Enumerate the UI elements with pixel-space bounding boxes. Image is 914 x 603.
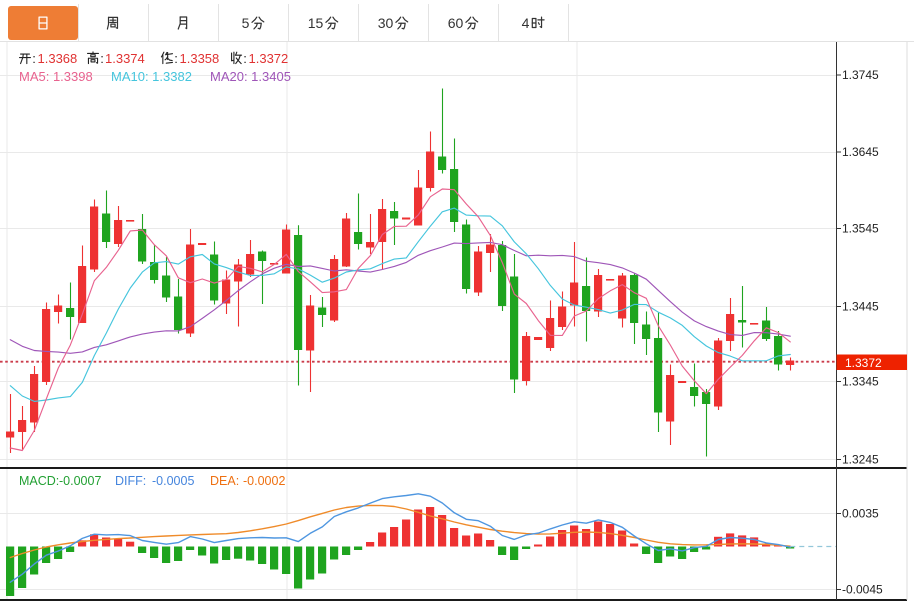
svg-text:1.3245: 1.3245: [842, 453, 879, 467]
svg-text:60: 60: [448, 15, 464, 31]
svg-text:1.3374: 1.3374: [105, 51, 145, 66]
svg-text:1.3345: 1.3345: [842, 375, 879, 389]
svg-text:1.3372: 1.3372: [249, 51, 289, 66]
svg-text:1.3372: 1.3372: [845, 356, 882, 370]
svg-text:1.3645: 1.3645: [842, 145, 879, 159]
svg-text::: :: [100, 51, 104, 66]
svg-text::: :: [32, 51, 36, 66]
svg-text:0.0035: 0.0035: [842, 507, 879, 521]
svg-text:-0.0045: -0.0045: [842, 583, 883, 597]
svg-text::: :: [243, 51, 247, 66]
svg-text:1.3445: 1.3445: [842, 300, 879, 314]
svg-text:1.3358: 1.3358: [180, 51, 220, 66]
svg-text:5: 5: [242, 15, 250, 31]
svg-text:4: 4: [522, 15, 530, 31]
svg-text:1.3545: 1.3545: [842, 222, 879, 236]
svg-text::: :: [174, 51, 178, 66]
svg-text:1.3368: 1.3368: [38, 51, 78, 66]
svg-text:30: 30: [378, 15, 394, 31]
svg-text:15: 15: [308, 15, 324, 31]
svg-text:1.3745: 1.3745: [842, 68, 879, 82]
